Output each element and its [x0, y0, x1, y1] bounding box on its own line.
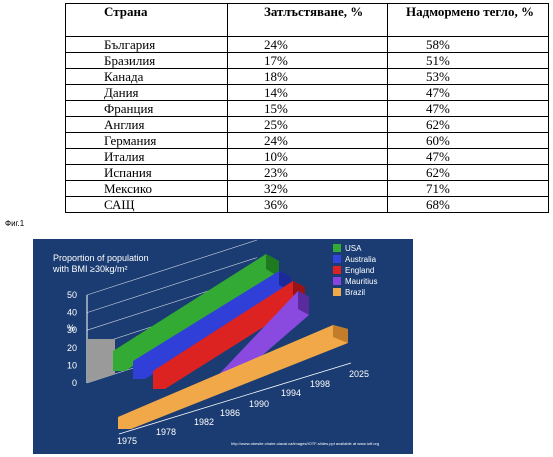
- x-tick-label: 1982: [194, 417, 214, 427]
- x-tick-label: 2025: [349, 369, 369, 379]
- cell-overweight: 60%: [387, 132, 549, 149]
- chart-subtitle: with BMI ≥30kg/m²: [52, 264, 127, 274]
- y-tick-label: 50: [67, 290, 77, 300]
- x-tick-label: 1990: [249, 399, 269, 409]
- legend-swatch-usa: [333, 244, 341, 252]
- legend-label-australia: Australia: [345, 255, 377, 264]
- series-band-side-mauritius: [298, 291, 309, 315]
- y-tick-label: 20: [67, 343, 77, 353]
- x-tick-label: 1986: [220, 408, 240, 418]
- legend-swatch-england: [333, 266, 341, 274]
- legend-label-usa: USA: [345, 244, 362, 253]
- cell-obesity: 14%: [227, 84, 388, 101]
- x-tick-label: 1994: [281, 388, 301, 398]
- table-row: Германия 24% 60%: [65, 132, 549, 149]
- cell-obesity: 10%: [227, 148, 388, 165]
- series-band-mauritius: [205, 291, 309, 389]
- col-header-country: Страна: [65, 3, 228, 37]
- cell-country: Италия: [65, 148, 228, 165]
- cell-overweight: 47%: [387, 148, 549, 165]
- cell-obesity: 24%: [227, 132, 388, 149]
- cell-country: България: [65, 36, 228, 53]
- table-row: Бразилия 17% 51%: [65, 52, 549, 69]
- cell-overweight: 71%: [387, 180, 549, 197]
- cell-overweight: 62%: [387, 164, 549, 181]
- cell-country: Германия: [65, 132, 228, 149]
- cell-overweight: 58%: [387, 36, 549, 53]
- cell-obesity: 25%: [227, 116, 388, 133]
- table-row: Англия 25% 62%: [65, 116, 549, 133]
- cell-obesity: 15%: [227, 100, 388, 117]
- cell-obesity: 17%: [227, 52, 388, 69]
- table-row: Испания 23% 62%: [65, 164, 549, 181]
- cell-country: Испания: [65, 164, 228, 181]
- chart-source: http://www.obesite.chaire.ulaval.ca/imag…: [231, 441, 379, 446]
- cell-obesity: 36%: [227, 196, 388, 213]
- legend-label-england: England: [345, 266, 374, 275]
- legend-label-brazil: Brazil: [345, 288, 365, 297]
- cell-country: Мексико: [65, 180, 228, 197]
- series-band-side-usa: [266, 254, 279, 277]
- chart-wall: [87, 339, 115, 383]
- x-tick-label: 1978: [156, 427, 176, 437]
- cell-overweight: 51%: [387, 52, 549, 69]
- series-band-brazil: [118, 325, 348, 429]
- table-header-row: Страна Затлъстяване, % Надмормено тегло,…: [65, 3, 549, 37]
- grid-line: [86, 257, 258, 313]
- table-row: Италия 10% 47%: [65, 148, 549, 165]
- series-band-usa: [113, 254, 279, 371]
- cell-obesity: 18%: [227, 68, 388, 85]
- cell-overweight: 47%: [387, 100, 549, 117]
- cell-country: Англия: [65, 116, 228, 133]
- y-axis-label: %: [67, 323, 75, 333]
- x-tick-label: 1998: [310, 379, 330, 389]
- legend-label-mauritius: Mauritius: [345, 277, 377, 286]
- chart-title: Proportion of population: [53, 253, 149, 263]
- table-row: Франция 15% 47%: [65, 100, 549, 117]
- table-row: САЩ 36% 68%: [65, 196, 549, 213]
- cell-obesity: 32%: [227, 180, 388, 197]
- cell-obesity: 23%: [227, 164, 388, 181]
- grid-line: [86, 239, 258, 296]
- cell-country: Дания: [65, 84, 228, 101]
- legend-swatch-brazil: [333, 288, 341, 296]
- col-header-overweight: Надмормено тегло, %: [387, 3, 549, 37]
- series-band-side-brazil: [333, 325, 348, 343]
- figure-caption: Фиг.1: [5, 219, 25, 228]
- y-tick-label: 30: [67, 325, 77, 335]
- legend-swatch-australia: [333, 255, 341, 263]
- cell-country: Канада: [65, 68, 228, 85]
- col-header-obesity: Затлъстяване, %: [227, 3, 388, 37]
- table-row: Канада 18% 53%: [65, 68, 549, 85]
- cell-country: Франция: [65, 100, 228, 117]
- y-tick-label: 0: [72, 378, 77, 388]
- cell-overweight: 53%: [387, 68, 549, 85]
- y-tick-label: 40: [67, 308, 77, 318]
- x-tick-label: 1975: [117, 436, 137, 446]
- cell-country: САЩ: [65, 196, 228, 213]
- bmi-chart: Proportion of population with BMI ≥30kg/m…: [33, 239, 413, 454]
- cell-obesity: 24%: [227, 36, 388, 53]
- table-row: Мексико 32% 71%: [65, 180, 549, 197]
- table-row: Дания 14% 47%: [65, 84, 549, 101]
- x-axis: [118, 362, 352, 435]
- series-band-australia: [133, 271, 291, 379]
- series-band-england: [153, 281, 305, 389]
- legend-swatch-mauritius: [333, 277, 341, 285]
- obesity-table: Страна Затлъстяване, % Надмормено тегло,…: [65, 3, 549, 213]
- cell-overweight: 47%: [387, 84, 549, 101]
- cell-country: Бразилия: [65, 52, 228, 69]
- cell-overweight: 68%: [387, 196, 549, 213]
- cell-overweight: 62%: [387, 116, 549, 133]
- y-tick-label: 10: [67, 360, 77, 370]
- table-row: България 24% 58%: [65, 36, 549, 53]
